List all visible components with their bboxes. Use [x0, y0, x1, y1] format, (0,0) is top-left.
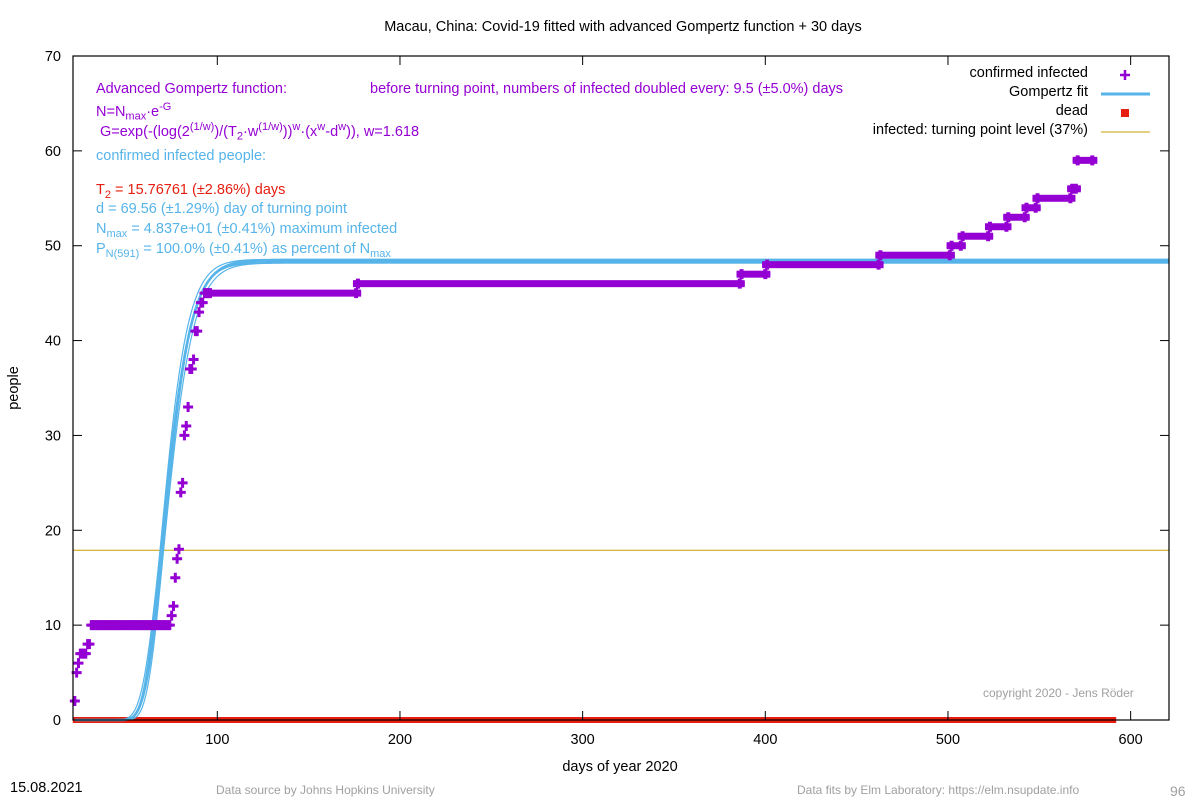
fit-band-3 — [74, 258, 1169, 721]
confirmed-run-fill-97 — [1067, 185, 1081, 193]
confirmed-point-58 — [175, 487, 186, 498]
footer-date: 15.08.2021 — [10, 780, 83, 796]
confirmed-point-54 — [168, 601, 179, 612]
confirmed-series — [69, 155, 1098, 707]
confirmed-header: confirmed infected people: — [96, 148, 267, 164]
y-tick-label-1: 10 — [45, 618, 61, 634]
confirmed-point-8 — [84, 639, 95, 650]
fit-band-0 — [74, 262, 1169, 721]
t2-line: T2 = 15.76761 (±2.86%) days — [96, 182, 286, 201]
legend-label-confirmed: confirmed infected — [969, 65, 1088, 81]
confirmed-run-fill-85 — [946, 242, 966, 250]
confirmed-point-55 — [170, 572, 181, 583]
y-tick-label-0: 0 — [53, 713, 61, 729]
axis-ticks: 100 200 300 400 500 600 0 10 20 30 40 50 60 70 — [45, 49, 1169, 748]
d-line: d = 69.56 (±1.29%) day of turning point — [96, 201, 347, 217]
confirmed-point-6 — [80, 648, 91, 659]
x-tick-label-4: 500 — [936, 732, 960, 748]
footer-source: Data source by Johns Hopkins University — [216, 783, 435, 797]
x-tick-label-5: 600 — [1119, 732, 1143, 748]
footer-fits: Data fits by Elm Laboratory: https://elm… — [797, 783, 1080, 797]
confirmed-point-67 — [192, 326, 203, 337]
p-line: PN(591) = 100.0% (±0.41%) as percent of … — [96, 241, 391, 260]
legend-mark-dead — [1121, 109, 1129, 117]
legend-label-fit: Gompertz fit — [1009, 84, 1088, 100]
fit-curve — [74, 259, 1169, 722]
confirmed-run-fill-79 — [736, 270, 771, 278]
confirmed-point-65 — [188, 354, 199, 365]
plot-border — [72, 55, 1170, 721]
confirmed-run-fill-99 — [1072, 156, 1098, 164]
y-tick-label-6: 60 — [45, 144, 61, 160]
confirmed-run-fill-81 — [762, 261, 884, 269]
confirmed-run-fill-91 — [1003, 213, 1030, 221]
legend — [1101, 70, 1150, 133]
x-tick-label-1: 200 — [388, 732, 412, 748]
legend-label-dead: dead — [1055, 103, 1088, 119]
confirmed-run-fill-75 — [205, 289, 362, 297]
confirmed-point-64 — [186, 364, 197, 375]
confirmed-run-fill-83 — [875, 251, 955, 259]
chart-title: Macau, China: Covid-19 fitted with advan… — [384, 19, 862, 35]
legend-mark-confirmed — [1120, 70, 1130, 80]
formula-n: N=Nmax·e-G — [96, 101, 172, 123]
confirmed-point-70 — [197, 297, 208, 308]
formula-title: Advanced Gompertz function: — [96, 81, 288, 97]
x-tick-label-2: 300 — [571, 732, 595, 748]
x-axis-label: days of year 2020 — [562, 759, 677, 775]
confirmed-point-61 — [181, 420, 192, 431]
plot-area — [69, 155, 1169, 723]
confirmed-point-53 — [166, 610, 177, 621]
confirmed-point-56 — [172, 553, 183, 564]
confirmed-point-2 — [73, 658, 84, 669]
confirmed-point-59 — [177, 477, 188, 488]
confirmed-run-fill-89 — [984, 223, 1012, 231]
confirmed-run-fill-95 — [1032, 194, 1076, 202]
y-tick-label-2: 20 — [45, 523, 61, 539]
copyright: copyright 2020 - Jens Röder — [983, 686, 1134, 700]
nmax-line: Nmax = 4.837e+01 (±0.41%) maximum infect… — [96, 221, 398, 240]
y-axis-label: people — [6, 366, 22, 410]
y-tick-label-5: 50 — [45, 239, 61, 255]
x-tick-label-0: 100 — [205, 732, 229, 748]
y-tick-label-4: 40 — [45, 334, 61, 350]
doubling-text: before turning point, numbers of infecte… — [370, 81, 844, 97]
confirmed-point-62 — [183, 401, 194, 412]
legend-label-turning: infected: turning point level (37%) — [872, 122, 1088, 138]
confirmed-point-60 — [179, 430, 190, 441]
fit-band-2 — [74, 262, 1169, 721]
confirmed-run-fill-87 — [957, 232, 994, 240]
confirmed-point-68 — [194, 307, 205, 318]
footer-page-num: 96 — [1170, 783, 1186, 799]
confirmed-run-fill-77 — [352, 280, 745, 288]
y-tick-label-7: 70 — [45, 49, 61, 65]
formula-g: G=exp(-(log(2(1/w))/(T2·w(1/w)))w·(xw-dw… — [100, 121, 420, 143]
confirmed-point-57 — [173, 544, 184, 555]
y-tick-label-3: 30 — [45, 428, 61, 444]
fit-band-1 — [74, 258, 1169, 721]
x-tick-label-3: 400 — [753, 732, 777, 748]
confirmed-run-fill-93 — [1021, 204, 1041, 212]
confirmed-point-0 — [69, 696, 80, 707]
confirmed-point-52 — [164, 620, 175, 631]
